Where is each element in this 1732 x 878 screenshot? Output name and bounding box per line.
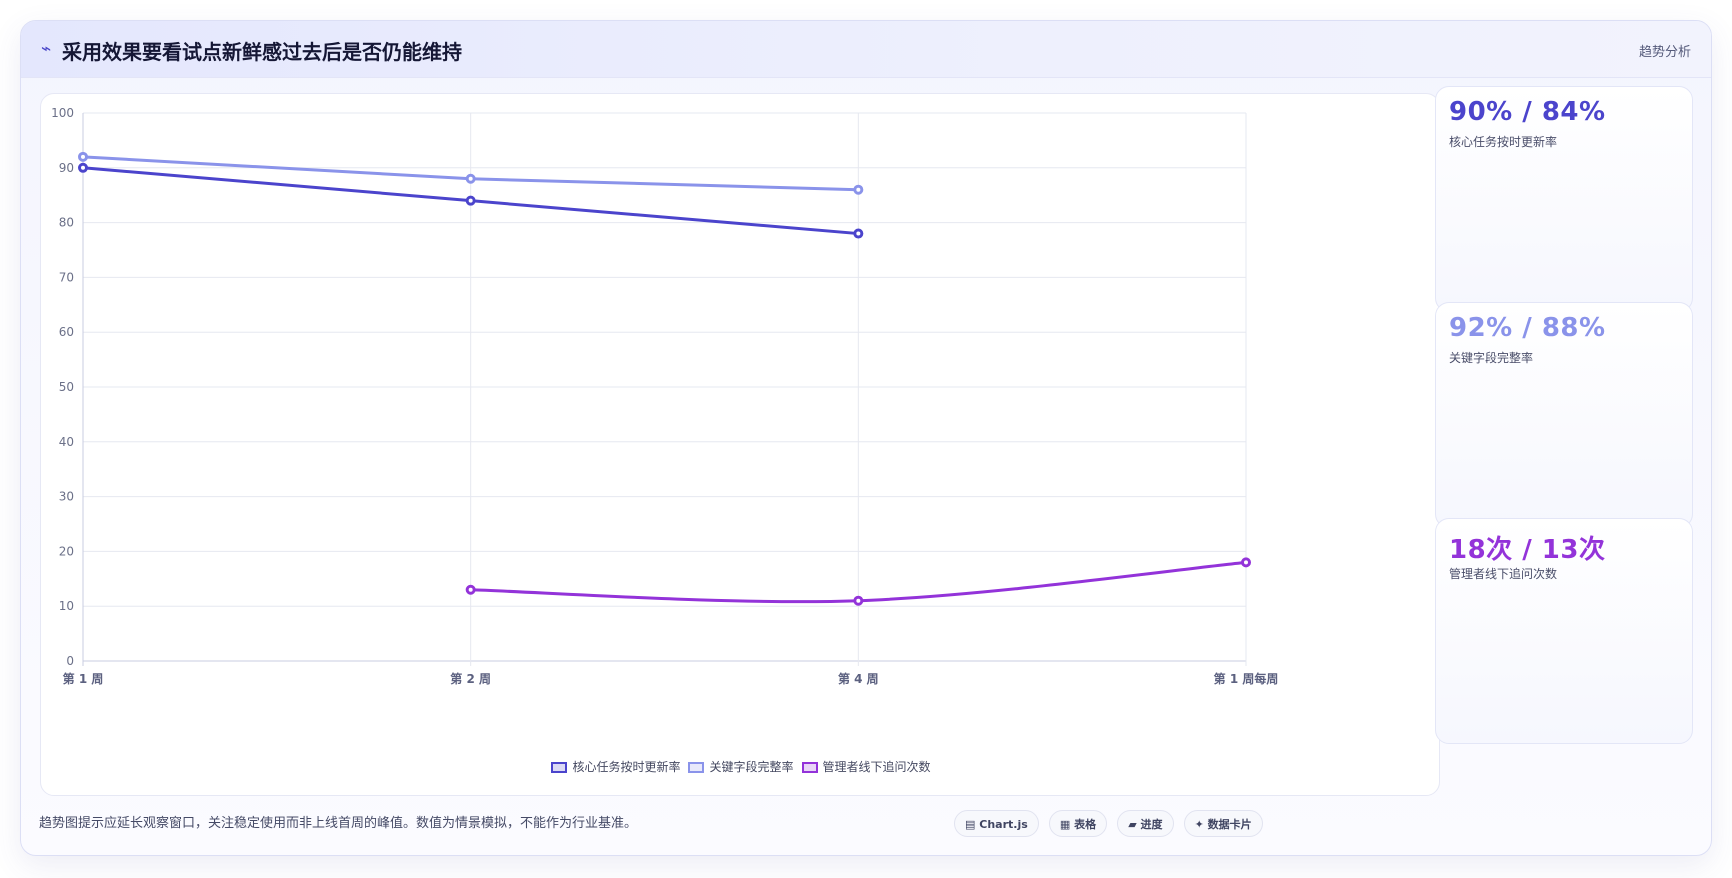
kpi-value: 90% / 84% — [1449, 97, 1606, 127]
chart-footnote: 趋势图提示应延长观察窗口，关注稳定使用而非上线首周的峰值。数值为情景模拟，不能作… — [39, 816, 638, 831]
chip-progress[interactable]: ▰ 进度 — [1117, 810, 1174, 837]
series-point-2 — [465, 584, 476, 595]
y-tick-label: 30 — [59, 490, 74, 504]
series-point-2 — [853, 595, 864, 606]
tech-chips: ▤ Chart.js ▦ 表格 ▰ 进度 ✦ 数据卡片 — [954, 810, 1268, 837]
kpi-card-completeness: 92% / 88% 关键字段完整率 — [1435, 302, 1693, 528]
y-tick-label: 0 — [66, 654, 74, 668]
chip-chartjs[interactable]: ▤ Chart.js — [954, 810, 1039, 837]
chart-card: 0 10 20 30 40 50 60 70 80 90 100 第 1 周 第 2 周 第 4 周 第 1… — [40, 93, 1440, 796]
header-tag: 趋势分析 — [1638, 45, 1691, 60]
y-tick-label: 50 — [59, 380, 74, 394]
series-point-1 — [78, 151, 88, 162]
chip-label: 表格 — [1074, 818, 1097, 831]
y-tick-label: 40 — [59, 435, 74, 449]
kpi-card-update-rate: 90% / 84% 核心任务按时更新率 — [1435, 86, 1693, 312]
y-tick-label: 100 — [51, 106, 74, 120]
series-point-0 — [853, 228, 864, 239]
chip-label: Chart.js — [979, 818, 1028, 831]
series-point-2 — [1241, 557, 1251, 568]
table-icon: ▦ — [1059, 818, 1071, 831]
trend-panel: ⌁ 采用效果要看试点新鲜感过去后是否仍能维持 趋势分析 0 10 20 30 40 50 6… — [20, 20, 1712, 856]
legend-item[interactable]: 核心任务按时更新率 — [551, 758, 680, 775]
chip-label: 数据卡片 — [1207, 818, 1252, 831]
chip-label: 进度 — [1140, 818, 1163, 831]
legend-label: 管理者线下追问次数 — [822, 760, 931, 774]
y-tick-label: 70 — [59, 270, 74, 284]
x-tick-label: 第 2 周 — [450, 671, 491, 686]
legend-swatch — [551, 762, 568, 773]
kpi-label: 管理者线下追问次数 — [1449, 567, 1558, 581]
legend-swatch — [801, 762, 818, 773]
x-tick-label: 第 1 周 — [63, 671, 104, 686]
y-tick-label: 90 — [59, 161, 74, 175]
chip-data-card[interactable]: ✦ 数据卡片 — [1183, 810, 1263, 837]
kpi-value: 92% / 88% — [1449, 313, 1606, 343]
y-tick-label: 80 — [59, 216, 74, 230]
series-point-1 — [465, 173, 476, 184]
chart-icon: ▤ — [965, 818, 976, 831]
y-tick-label: 20 — [59, 544, 74, 558]
series-point-0 — [465, 195, 476, 206]
series-point-1 — [853, 184, 864, 195]
kpi-value: 18次 / 13次 — [1449, 535, 1606, 565]
legend-item[interactable]: 管理者线下追问次数 — [801, 758, 931, 775]
y-tick-label: 10 — [59, 599, 74, 613]
panel-title: 采用效果要看试点新鲜感过去后是否仍能维持 — [62, 40, 462, 64]
y-tick-label: 60 — [59, 325, 74, 339]
sparkle-icon: ✦ — [1194, 818, 1204, 831]
kpi-label: 关键字段完整率 — [1449, 351, 1534, 365]
x-tick-label: 第 1 周每周 — [1214, 671, 1279, 686]
legend-item[interactable]: 关键字段完整率 — [688, 758, 794, 775]
x-tick-label: 第 4 周 — [838, 671, 879, 686]
panel-header: ⌁ 采用效果要看试点新鲜感过去后是否仍能维持 趋势分析 — [21, 21, 1711, 78]
series-point-0 — [78, 162, 88, 173]
line-chart: 0 10 20 30 40 50 60 70 80 90 100 第 1 周 第 2 周 第 4 周 第 1… — [51, 106, 1279, 686]
kpi-card-followups: 18次 / 13次 管理者线下追问次数 — [1435, 518, 1693, 744]
legend-label: 核心任务按时更新率 — [572, 760, 681, 774]
legend-label: 关键字段完整率 — [709, 760, 794, 774]
kpi-label: 核心任务按时更新率 — [1449, 135, 1558, 149]
chart-legend: 核心任务按时更新率 关键字段完整率 管理者线下追问次数 — [41, 758, 1441, 775]
trend-line-icon: ⌁ — [41, 39, 52, 59]
chip-table[interactable]: ▦ 表格 — [1048, 810, 1108, 837]
legend-swatch — [688, 762, 705, 773]
progress-icon: ▰ — [1128, 818, 1137, 831]
